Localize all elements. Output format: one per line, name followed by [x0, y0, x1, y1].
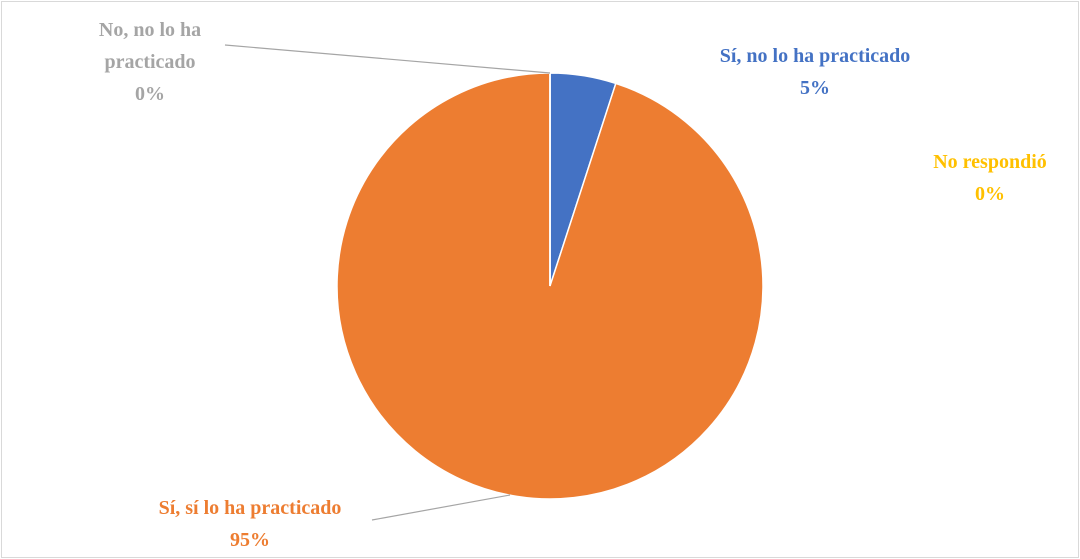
value-label: 5%	[800, 77, 830, 99]
data-label: No, no lo ha practicado 0%	[60, 14, 240, 110]
data-label: No respondió 0%	[880, 146, 1080, 210]
pie	[336, 72, 764, 500]
value-label: 95%	[230, 529, 270, 551]
value-label: 0%	[135, 83, 165, 105]
data-label: Sí, no lo ha practicado 5%	[660, 40, 970, 104]
data-label: Sí, sí lo ha practicado 95%	[100, 492, 400, 556]
category-label: Sí, sí lo ha practicado	[158, 497, 342, 519]
category-label: No respondió	[933, 151, 1047, 173]
category-label: Sí, no lo ha practicado	[719, 45, 911, 67]
leader-line	[371, 494, 511, 521]
value-label: 0%	[975, 183, 1005, 205]
leader-line	[224, 44, 551, 74]
category-label: No, no lo ha practicado	[98, 19, 202, 73]
